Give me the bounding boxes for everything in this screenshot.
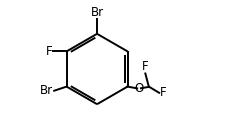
Text: O: O bbox=[134, 82, 143, 95]
Text: F: F bbox=[45, 45, 52, 58]
Text: F: F bbox=[159, 86, 166, 99]
Text: Br: Br bbox=[40, 84, 53, 97]
Text: F: F bbox=[141, 60, 148, 73]
Text: Br: Br bbox=[90, 6, 103, 19]
